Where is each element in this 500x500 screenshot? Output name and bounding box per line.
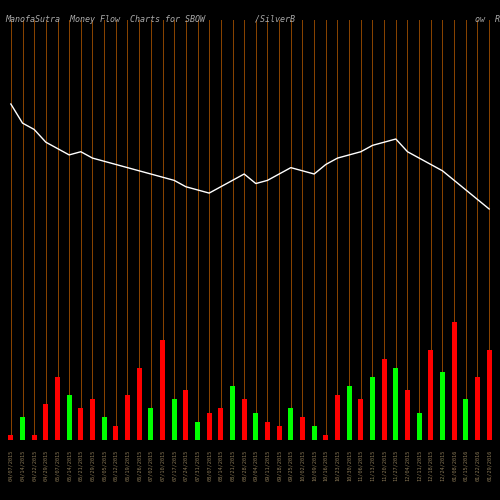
Bar bbox=[218, 408, 224, 440]
Bar bbox=[148, 408, 154, 440]
Bar bbox=[102, 418, 107, 440]
Bar bbox=[183, 390, 188, 440]
Bar bbox=[32, 436, 37, 440]
Bar bbox=[463, 400, 468, 440]
Bar bbox=[312, 426, 317, 440]
Bar bbox=[276, 426, 282, 440]
Bar bbox=[125, 395, 130, 440]
Bar bbox=[265, 422, 270, 440]
Bar bbox=[475, 376, 480, 440]
Bar bbox=[370, 376, 375, 440]
Bar bbox=[440, 372, 445, 440]
Bar bbox=[405, 390, 410, 440]
Bar bbox=[8, 436, 14, 440]
Bar bbox=[136, 368, 142, 440]
Bar bbox=[335, 395, 340, 440]
Bar bbox=[195, 422, 200, 440]
Bar bbox=[382, 358, 387, 440]
Bar bbox=[78, 408, 84, 440]
Bar bbox=[90, 400, 95, 440]
Bar bbox=[253, 413, 258, 440]
Bar bbox=[346, 386, 352, 440]
Bar bbox=[43, 404, 49, 440]
Bar bbox=[452, 322, 457, 440]
Bar bbox=[230, 386, 235, 440]
Bar bbox=[428, 350, 434, 440]
Bar bbox=[160, 340, 165, 440]
Text: ManofaSutra  Money Flow  Charts for SBOW          /SilverB                      : ManofaSutra Money Flow Charts for SBOW /… bbox=[5, 15, 500, 24]
Bar bbox=[358, 400, 364, 440]
Bar bbox=[416, 413, 422, 440]
Bar bbox=[55, 376, 60, 440]
Bar bbox=[323, 436, 328, 440]
Bar bbox=[288, 408, 294, 440]
Bar bbox=[486, 350, 492, 440]
Bar bbox=[20, 418, 25, 440]
Bar bbox=[206, 413, 212, 440]
Bar bbox=[300, 418, 305, 440]
Bar bbox=[393, 368, 398, 440]
Bar bbox=[172, 400, 177, 440]
Bar bbox=[113, 426, 118, 440]
Bar bbox=[242, 400, 247, 440]
Bar bbox=[66, 395, 72, 440]
